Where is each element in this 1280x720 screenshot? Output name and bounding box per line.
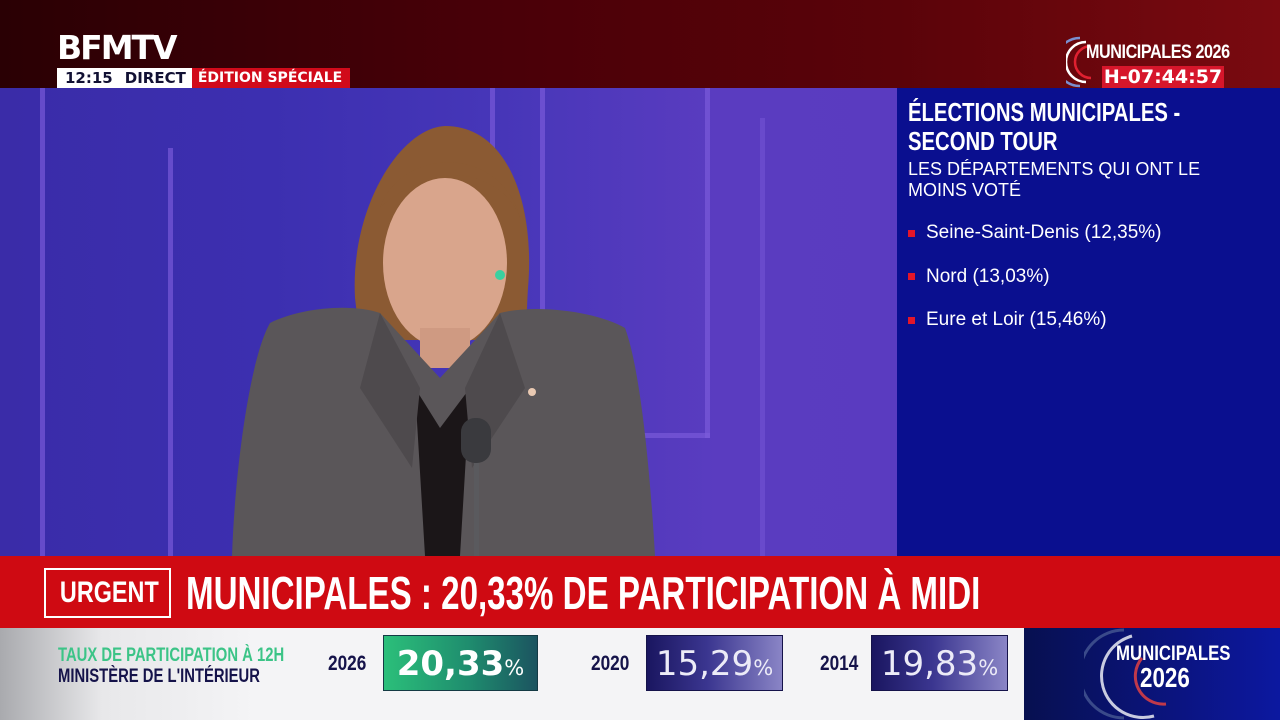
department-label: Nord (13,03%): [926, 265, 1050, 287]
municipales-brand-corner: MUNICIPALES 2026: [1024, 628, 1280, 720]
value-unit: %: [504, 656, 525, 680]
bullet-square-icon: [908, 229, 915, 237]
participation-source: MINISTÈRE DE L'INTÉRIEUR: [58, 666, 260, 687]
value-number: 15,29: [655, 644, 754, 684]
urgent-ticker: URGENT MUNICIPALES : 20,33% DE PARTICIPA…: [0, 556, 1280, 628]
department-list: Seine-Saint-Denis (12,35%) Nord (13,03%)…: [908, 222, 1162, 353]
channel-logo: BFMTV: [57, 28, 178, 67]
time-box: 12:15 DIRECT: [57, 68, 192, 88]
municipales-arc-icon: [1084, 628, 1167, 720]
studio-video: [0, 88, 897, 556]
countdown-timer: H-07:44:57: [1102, 66, 1224, 88]
neon-line: [705, 88, 710, 438]
value-number: 19,83: [880, 644, 979, 684]
neon-line: [760, 118, 765, 556]
brand-line1: MUNICIPALES: [1116, 642, 1231, 665]
channel-header: BFMTV 12:15 DIRECT ÉDITION SPÉCIALE MUNI…: [0, 0, 1280, 88]
bullet-square-icon: [908, 316, 915, 324]
brand-line2: 2026: [1140, 662, 1190, 693]
live-strip: 12:15 DIRECT ÉDITION SPÉCIALE: [57, 68, 351, 88]
neon-line: [40, 88, 45, 556]
edition-label: ÉDITION SPÉCIALE: [191, 68, 351, 88]
year-label: 2020: [591, 652, 630, 675]
value-unit: %: [753, 656, 774, 680]
participation-title: TAUX DE PARTICIPATION À 12H: [58, 645, 285, 666]
list-item: Seine-Saint-Denis (12,35%): [908, 222, 1162, 244]
participation-strip: TAUX DE PARTICIPATION À 12H MINISTÈRE DE…: [0, 628, 1024, 720]
clock-time: 12:15: [65, 69, 113, 87]
panel-subtitle: LES DÉPARTEMENTS QUI ONT LE MOINS VOTÉ: [908, 159, 1201, 200]
neon-line: [620, 433, 710, 438]
bullet-square-icon: [908, 273, 915, 280]
participation-value-2014: 19,83%: [871, 635, 1008, 691]
event-title: MUNICIPALES 2026: [1086, 42, 1230, 63]
municipales-arc-icon: [1066, 36, 1092, 88]
ticker-headline: MUNICIPALES : 20,33% DE PARTICIPATION À …: [186, 567, 981, 619]
presenter-image: [232, 126, 655, 556]
list-item: Nord (13,03%): [908, 266, 1162, 288]
value-unit: %: [978, 656, 999, 680]
participation-value-2020: 15,29%: [646, 635, 783, 691]
department-label: Seine-Saint-Denis (12,35%): [926, 222, 1162, 243]
live-label: DIRECT: [124, 69, 186, 87]
urgent-badge: URGENT: [44, 568, 171, 618]
list-item: Eure et Loir (15,46%): [908, 309, 1162, 331]
year-label: 2014: [820, 652, 859, 675]
year-label: 2026: [328, 652, 367, 675]
value-number: 20,33: [396, 644, 505, 684]
urgent-label: URGENT: [59, 576, 159, 609]
participation-value-2026: 20,33%: [383, 635, 538, 691]
department-label: Eure et Loir (15,46%): [926, 309, 1107, 330]
panel-title: ÉLECTIONS MUNICIPALES - SECOND TOUR: [908, 97, 1181, 156]
info-panel: ÉLECTIONS MUNICIPALES - SECOND TOUR LES …: [897, 88, 1280, 556]
neon-line: [168, 148, 173, 556]
